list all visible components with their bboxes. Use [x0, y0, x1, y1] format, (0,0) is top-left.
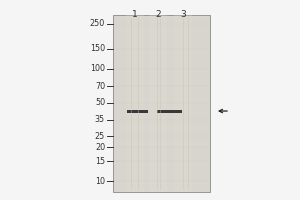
Text: 150: 150 — [90, 44, 105, 53]
Text: 3: 3 — [180, 10, 186, 19]
Bar — [113, 15, 210, 192]
Text: 15: 15 — [95, 157, 105, 166]
Bar — [174, 15, 192, 192]
Text: 2: 2 — [155, 10, 161, 19]
Bar — [149, 15, 167, 192]
Text: 35: 35 — [95, 115, 105, 124]
Text: 50: 50 — [95, 98, 105, 107]
Text: 100: 100 — [90, 64, 105, 73]
Text: 20: 20 — [95, 143, 105, 152]
Text: 1: 1 — [132, 10, 138, 19]
Bar — [126, 15, 144, 192]
Bar — [127, 110, 148, 113]
Text: 25: 25 — [95, 132, 105, 141]
Text: 250: 250 — [90, 19, 105, 28]
Text: 70: 70 — [95, 82, 105, 91]
Text: 10: 10 — [95, 177, 105, 186]
Bar — [157, 110, 182, 113]
